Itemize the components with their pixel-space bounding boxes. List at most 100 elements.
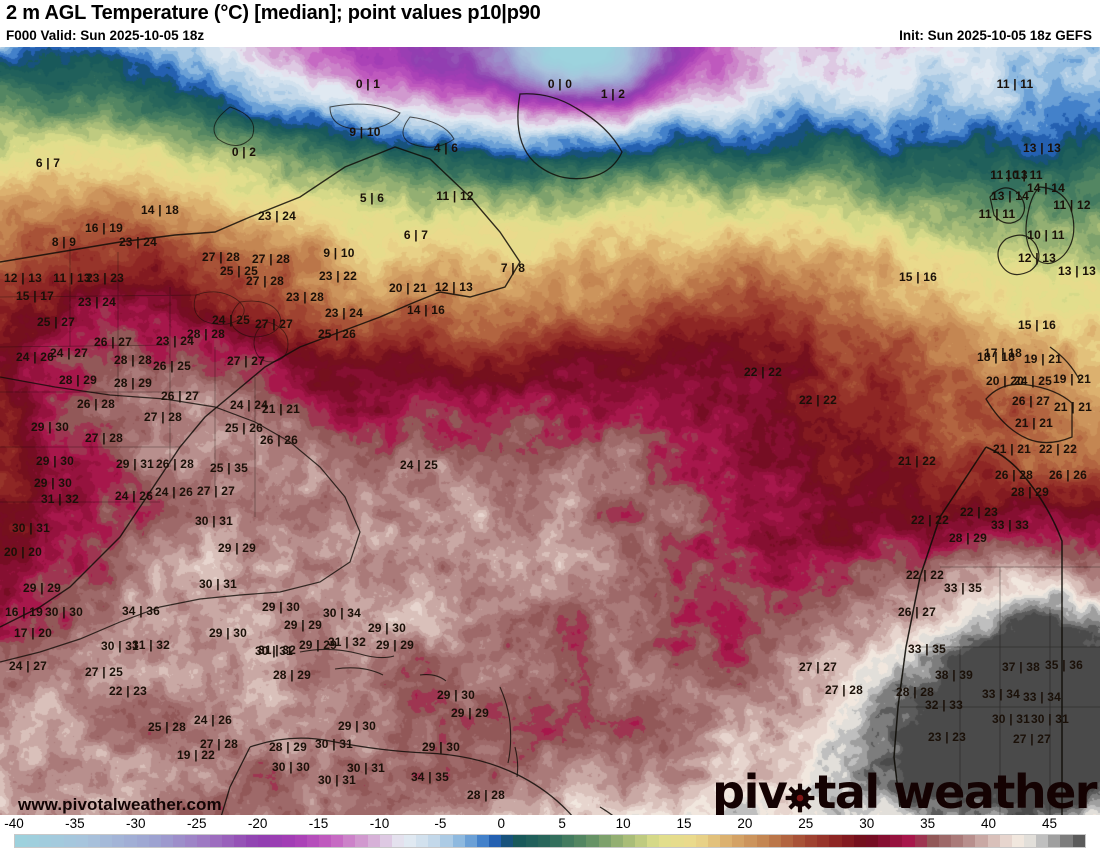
colorbar-swatch — [160, 835, 174, 847]
colorbar-swatch — [197, 835, 210, 847]
point-value-label: 16 | 19 — [84, 221, 124, 235]
coastline-greenland — [517, 93, 623, 180]
point-value-label: 26 | 27 — [897, 605, 937, 619]
colorbar-swatch — [367, 835, 380, 847]
point-value-label: 21 | 21 — [1014, 416, 1054, 430]
point-value-label: 30 | 31 — [991, 712, 1031, 726]
map-canvas-container[interactable]: 0 | 1 0 | 0 1 | 2 11 | 11 6 | 7 0 | 2 9 | 10 4 … — [0, 47, 1100, 815]
point-value-label: 33 | 35 — [943, 581, 983, 595]
point-value-label: 29 | 29 — [283, 618, 323, 632]
colorbar-swatch — [720, 835, 733, 847]
colorbar-swatch — [245, 835, 259, 847]
map-header: 2 m AGL Temperature (°C) [median]; point… — [0, 0, 1100, 47]
logo-text-post: tal weather — [814, 765, 1097, 815]
colorbar-swatch — [452, 835, 465, 847]
point-value-label: 23 | 24 — [77, 295, 117, 309]
point-value-label: 26 | 27 — [160, 389, 200, 403]
colorbar-tick: 30 — [859, 816, 875, 831]
point-value-label: 28 | 28 — [895, 685, 935, 699]
point-value-label: 7 | 8 — [500, 261, 526, 275]
point-value-label: 26 | 26 — [1048, 468, 1088, 482]
point-value-label: 21 | 21 — [1053, 400, 1093, 414]
point-value-label: 31 | 32 — [257, 643, 297, 657]
colorbar-swatch — [391, 835, 404, 847]
point-value-label: 11 | 12 — [1053, 198, 1091, 212]
point-value-label: 17 | 20 — [13, 626, 53, 640]
point-value-label: 29 | 30 — [337, 719, 377, 733]
colorbar-swatch — [574, 835, 587, 847]
point-value-label: 12 | 13 — [1017, 251, 1057, 265]
point-value-label: 30 | 34 — [322, 606, 362, 620]
point-value-label: 29 | 30 — [208, 626, 248, 640]
point-value-label: 27 | 28 — [201, 250, 241, 264]
colorbar-tick: -25 — [186, 816, 207, 831]
colorbar-swatch — [793, 835, 806, 847]
point-value-label: 33 | 34 — [1022, 690, 1062, 704]
point-value-label: 13 | 13 — [1022, 141, 1062, 155]
coastline-gulf — [0, 376, 361, 663]
point-value-label: 24 | 26 — [15, 350, 55, 364]
point-value-label: 29 | 30 — [436, 688, 476, 702]
colorbar-swatch — [331, 835, 344, 847]
point-value-label: 28 | 29 — [272, 668, 312, 682]
colorbar-swatch — [51, 835, 64, 847]
point-value-label: 24 | 27 — [8, 659, 48, 673]
point-value-label: 30 | 31 — [254, 644, 294, 658]
point-value-label: 20 | 20 — [985, 374, 1025, 388]
colorbar-swatch — [1023, 835, 1037, 847]
point-value-label: 25 | 25 — [219, 264, 259, 278]
point-value-label: 24 | 26 — [114, 489, 154, 503]
point-value-label: 10 | 11 — [1027, 228, 1065, 242]
colorbar-swatch — [853, 835, 866, 847]
coastline-british-isles — [989, 186, 1075, 276]
colorbar-swatch — [890, 835, 903, 847]
colorbar[interactable]: -40 -35 -30 -25 -20 -15 -10 -5 0 5 10 15 20 25 30 35 40 4… — [0, 815, 1100, 850]
colorbar-swatch — [841, 835, 854, 847]
website-watermark: www.pivotalweather.com — [18, 795, 222, 814]
colorbar-swatch — [501, 835, 514, 847]
point-value-label: 18 | 18 — [976, 350, 1016, 364]
colorbar-swatch — [586, 835, 599, 847]
colorbar-swatch — [829, 835, 842, 847]
colorbar-swatch — [1011, 835, 1024, 847]
point-value-label: 12 | 13 — [3, 271, 43, 285]
coastline-south-america — [220, 737, 614, 815]
point-value-label: 15 | 16 — [898, 270, 938, 284]
point-value-label: 27 | 27 — [226, 354, 266, 368]
colorbar-tick: 0 — [497, 816, 506, 831]
colorbar-swatch — [343, 835, 356, 847]
point-value-label: 0 | 1 — [355, 77, 381, 91]
colorbar-tick: -5 — [434, 816, 447, 831]
colorbar-swatches[interactable] — [14, 834, 1086, 848]
point-value-label: 33 | 35 — [907, 642, 947, 656]
point-value-label: 25 | 28 — [147, 720, 187, 734]
point-value-label: 31 | 32 — [327, 635, 367, 649]
colorbar-swatch — [258, 835, 271, 847]
colorbar-tick: 5 — [558, 816, 566, 831]
init-time-label: Init: Sun 2025-10-05 18z GEFS — [899, 28, 1092, 43]
point-value-label: 28 | 28 — [466, 788, 506, 802]
point-value-label: 22 | 23 — [108, 684, 148, 698]
coastline-west-africa — [893, 446, 1063, 815]
colorbar-swatch — [513, 835, 526, 847]
point-value-label: 27 | 27 — [196, 484, 236, 498]
point-value-label: 14 | 16 — [406, 303, 446, 317]
point-value-label: 12 | 13 — [434, 280, 474, 294]
point-value-label: 9 | 10 — [323, 246, 355, 260]
colorbar-swatch — [112, 835, 125, 847]
point-value-label: 19 | 21 — [1023, 352, 1063, 366]
colorbar-tick: -20 — [247, 816, 268, 831]
colorbar-swatch — [270, 835, 283, 847]
point-value-label: 28 | 29 — [948, 531, 988, 545]
colorbar-swatch — [306, 835, 319, 847]
point-value-label: 23 | 23 — [927, 730, 967, 744]
point-value-label: 28 | 29 — [268, 740, 308, 754]
colorbar-swatch — [294, 835, 307, 847]
point-value-label: 19 | 21 — [1052, 372, 1092, 386]
point-value-label: 24 | 25 — [399, 458, 439, 472]
point-value-label: 29 | 30 — [421, 740, 461, 754]
colorbar-swatch — [671, 835, 684, 847]
page-title: 2 m AGL Temperature (°C) [median]; point… — [6, 2, 541, 24]
colorbar-swatch — [27, 835, 40, 847]
